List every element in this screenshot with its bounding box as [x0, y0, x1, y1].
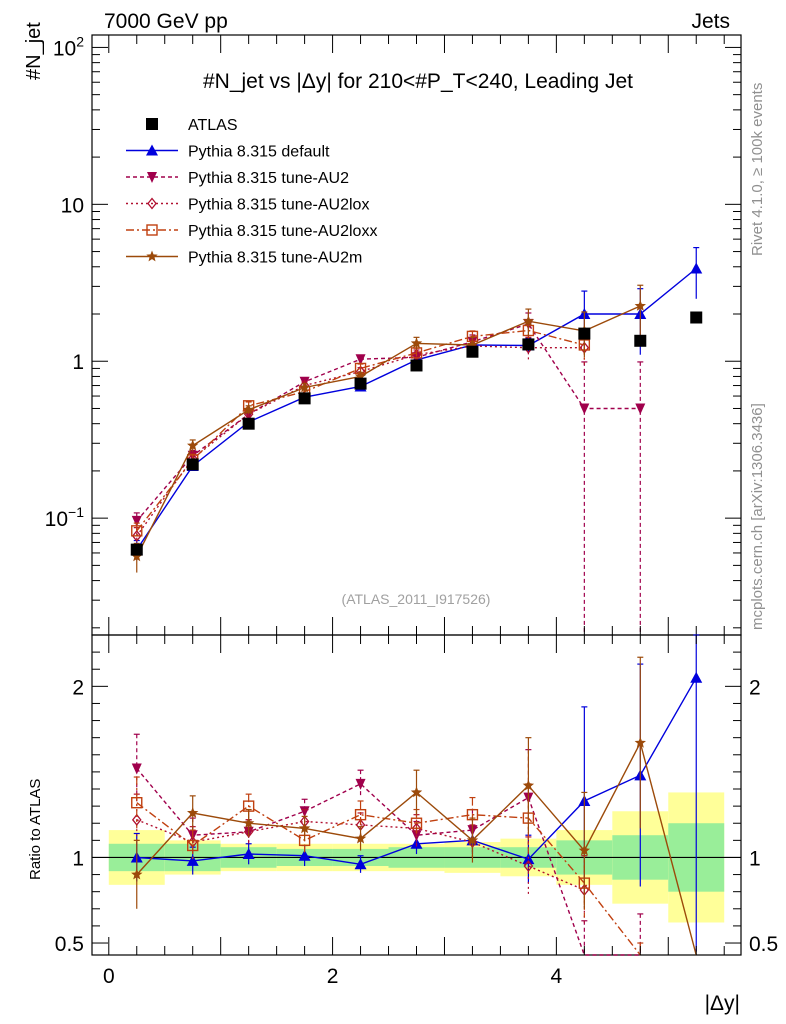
- atlas-data-point: [410, 359, 423, 372]
- atlas-data-point: [690, 311, 703, 324]
- ratio-data-point: [634, 736, 646, 748]
- y-tick-label: 102: [53, 33, 84, 60]
- ratio-data-point: [355, 778, 366, 790]
- legend-label: Pythia 8.315 tune-AU2lox: [188, 197, 369, 214]
- ratio-tick-label-right: 0.5: [749, 933, 778, 956]
- main-series-line: [136, 305, 641, 557]
- ratio-tick-label-right: 1: [749, 847, 761, 870]
- main-axes: 10−1 1 10 102: [45, 33, 741, 635]
- main-series-line: [136, 323, 641, 522]
- x-tick-label: 4: [551, 965, 563, 988]
- ratio-series-line: [136, 768, 641, 956]
- main-series: [130, 246, 703, 635]
- ratio-tick-label-left: 0.5: [55, 933, 84, 956]
- main-data-point: [131, 529, 142, 542]
- ratio-tick-label-right: 2: [749, 676, 761, 699]
- atlas-data-point: [186, 458, 199, 471]
- legend-label: Pythia 8.315 default: [188, 144, 330, 161]
- legend-marker: [146, 224, 158, 236]
- ratio-data-point: [186, 854, 199, 866]
- mcplots-label: mcplots.cern.ch [arXiv:1306.3436]: [749, 403, 766, 630]
- ratio-data-point: [466, 834, 479, 846]
- ratio-data-point: [298, 849, 311, 861]
- ratio-data-point: [131, 868, 143, 880]
- ratio-axes: 0 2 4 0.5 0.5 1 1 2 2: [55, 635, 778, 988]
- ratio-data-point: [187, 839, 199, 852]
- legend-marker: [146, 250, 158, 262]
- legend: ATLAS Pythia 8.315 default Pythia 8.315 tu…: [126, 117, 377, 267]
- y-tick-label: 1: [72, 351, 84, 374]
- ratio-data-point: [354, 808, 367, 821]
- ratio-series-line: [136, 802, 641, 956]
- legend-marker: [146, 144, 158, 156]
- main-data-point: [466, 339, 479, 350]
- y-axis-label: #N_jet: [23, 22, 45, 80]
- main-data-point: [242, 403, 255, 415]
- x-axis-label: |Δy|: [705, 992, 740, 1015]
- atlas-data-point: [466, 345, 479, 358]
- legend-marker: [147, 197, 157, 210]
- ratio-data-point: [690, 671, 703, 683]
- atlas-data-point: [130, 543, 143, 556]
- main-data-point: [522, 315, 535, 326]
- legend-label: Pythia 8.315 tune-AU2: [188, 170, 349, 187]
- main-data-point: [355, 354, 366, 366]
- main-data-point: [298, 381, 311, 393]
- main-data-point: [635, 403, 646, 415]
- ratio-data-point: [131, 797, 143, 809]
- main-series-line: [136, 329, 585, 532]
- main-data-point: [634, 300, 646, 311]
- main-data-point: [690, 262, 703, 274]
- chart-title: #N_jet vs |Δy| for 210<#P_T<240, Leading…: [203, 70, 633, 93]
- ratio-data-point: [578, 844, 591, 856]
- main-data-point: [131, 550, 143, 562]
- ratio-data-point: [131, 763, 142, 775]
- y-tick-label: 10−1: [45, 504, 85, 531]
- ratio-tick-label-left: 1: [72, 847, 84, 870]
- main-data-point: [410, 337, 423, 349]
- atlas-data-point: [634, 334, 647, 347]
- legend-marker: [147, 172, 157, 183]
- atlas-data-point: [354, 377, 367, 390]
- energy-label: 7000 GeV pp: [104, 10, 228, 33]
- ratio-data-point: [354, 832, 367, 844]
- atlas-data-point: [578, 327, 591, 340]
- ratio-data-point: [242, 848, 255, 860]
- atlas-data-point: [242, 417, 255, 430]
- process-label: Jets: [691, 10, 730, 33]
- main-data-point: [579, 403, 590, 415]
- ratio-data-point: [131, 813, 142, 826]
- main-data-point: [354, 370, 367, 382]
- legend-label: Pythia 8.315 tune-AU2m: [188, 250, 362, 267]
- ratio-axis-label: Ratio to ATLAS: [27, 779, 44, 880]
- ratio-data-point: [410, 817, 423, 829]
- main-data-point: [131, 515, 142, 527]
- y-tick-label: 10: [61, 194, 84, 217]
- analysis-watermark: (ATLAS_2011_I917526): [342, 591, 491, 607]
- atlas-data-point: [522, 338, 535, 351]
- main-data-point: [187, 439, 199, 451]
- rivet-version-label: Rivet 4.1.0, ≥ 100k events: [749, 83, 766, 256]
- ratio-series: [130, 634, 703, 956]
- atlas-data-point: [298, 392, 311, 405]
- ratio-data-point: [354, 858, 367, 870]
- ratio-data-point: [410, 786, 423, 798]
- ratio-data-point: [522, 779, 535, 791]
- x-tick-label: 2: [327, 965, 339, 988]
- ratio-data-point: [298, 822, 311, 834]
- main-data-point: [131, 525, 143, 537]
- ratio-data-point: [523, 859, 534, 873]
- ratio-tick-label-left: 2: [72, 676, 84, 699]
- legend-label: Pythia 8.315 tune-AU2loxx: [188, 223, 377, 240]
- x-tick-label: 0: [103, 965, 115, 988]
- legend-marker: [146, 118, 158, 130]
- ratio-data-point: [187, 807, 199, 818]
- ratio-data-point: [242, 817, 255, 829]
- legend-label: ATLAS: [188, 117, 238, 134]
